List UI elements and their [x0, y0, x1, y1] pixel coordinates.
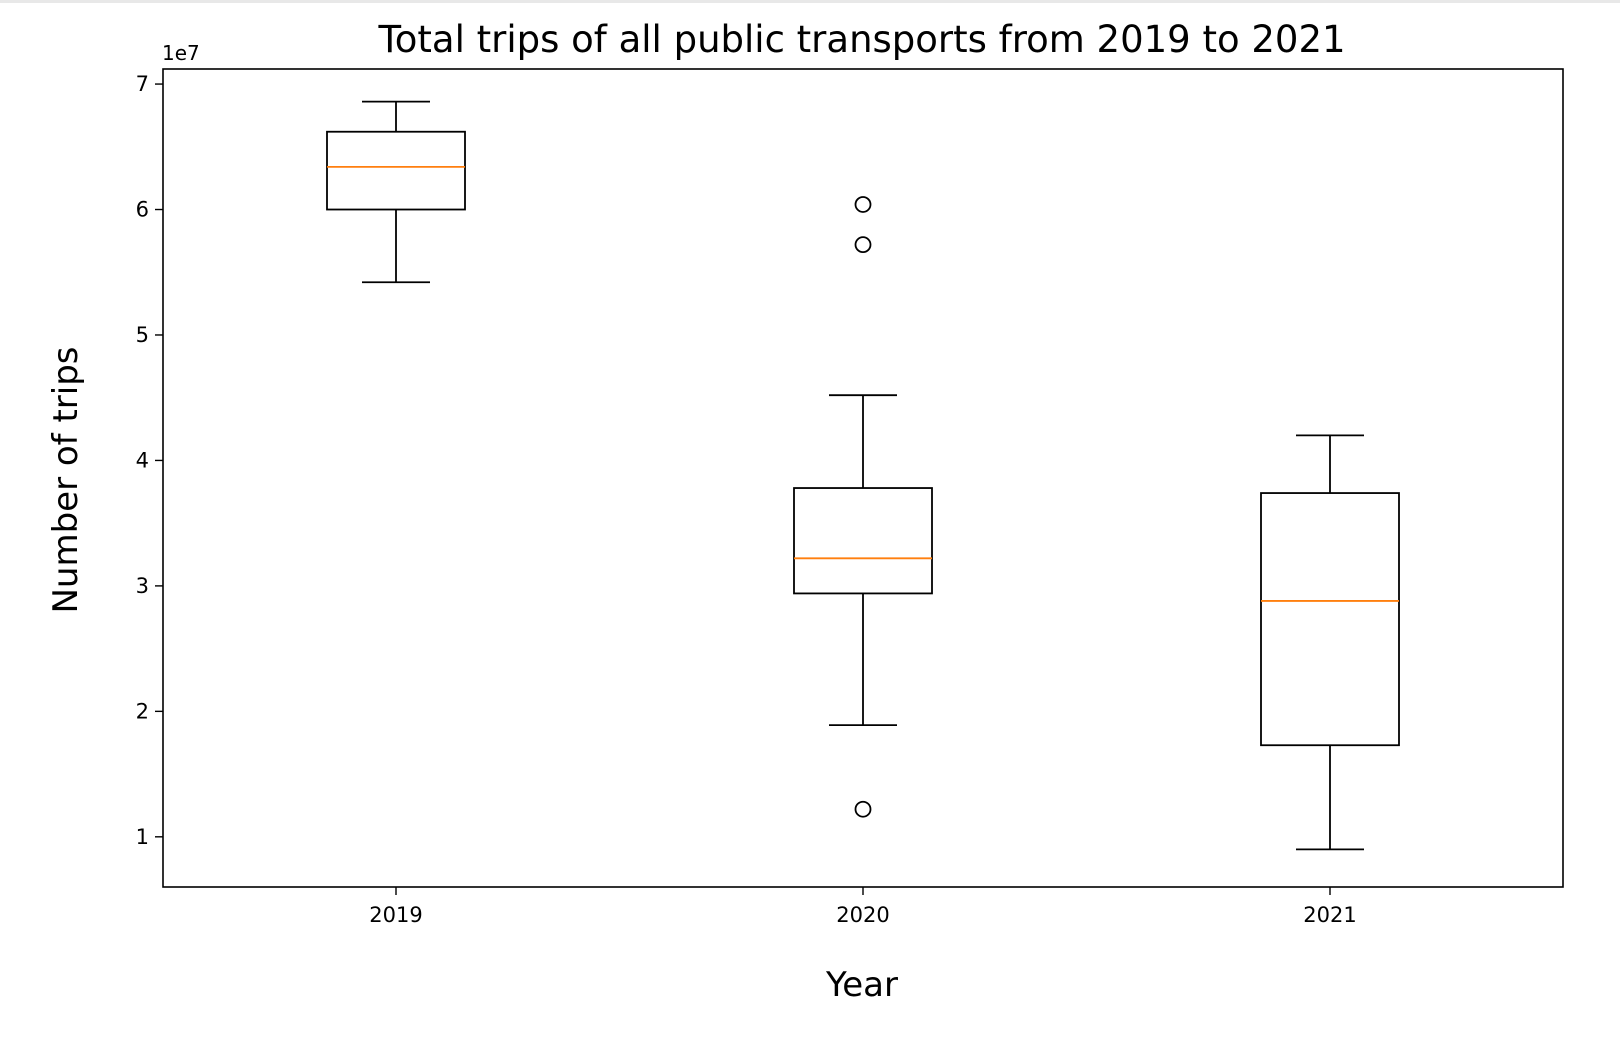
y-tick-label: 6 — [136, 198, 149, 222]
x-tick-label: 2021 — [1303, 903, 1356, 927]
chart-title: Total trips of all public transports fro… — [377, 18, 1345, 61]
box-iqr — [1260, 492, 1400, 747]
box-iqr — [326, 130, 466, 211]
outlier-point — [854, 800, 872, 818]
box-iqr — [793, 487, 933, 595]
x-axis-label: Year — [825, 965, 898, 1005]
y-tick-label: 2 — [136, 699, 149, 723]
y-axis-label: Number of trips — [46, 346, 86, 613]
y-scale-label: 1e7 — [162, 41, 200, 65]
outlier-point — [854, 236, 872, 254]
x-tick-label: 2020 — [836, 903, 889, 927]
plot-area: 1 2 3 4 5 6 7 2019 2020 2021 — [136, 68, 1564, 927]
x-tick-label: 2019 — [369, 903, 422, 927]
y-tick-label: 4 — [136, 448, 149, 472]
y-tick-label: 1 — [136, 825, 149, 849]
outlier-point — [854, 196, 872, 213]
y-tick-label: 5 — [136, 323, 149, 347]
y-tick-label: 7 — [136, 72, 149, 96]
top-border — [0, 0, 1620, 3]
y-tick-label: 3 — [136, 574, 149, 598]
